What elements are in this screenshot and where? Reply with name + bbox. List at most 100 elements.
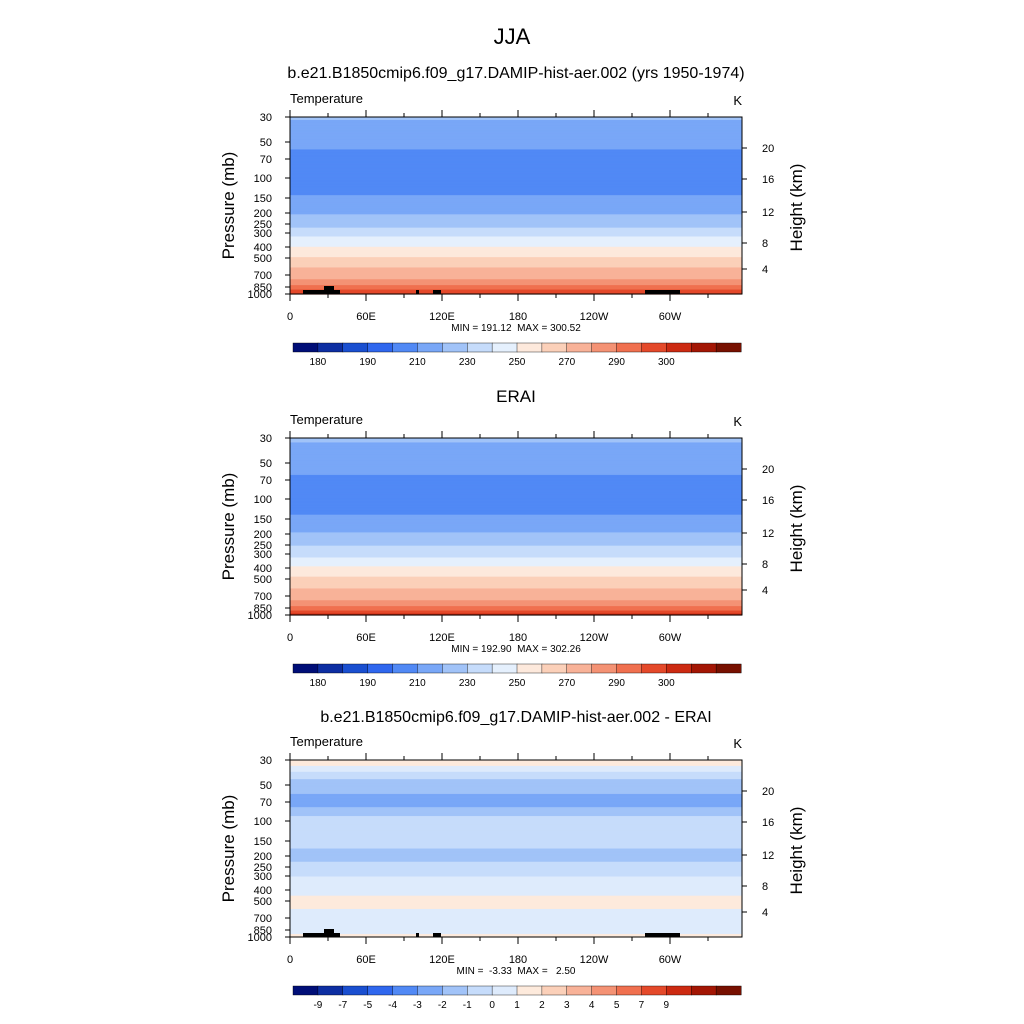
x-tick-label: 0	[287, 311, 293, 323]
contour-band	[290, 273, 742, 276]
contour-band	[290, 805, 742, 808]
contour-band	[290, 827, 742, 830]
contour-band	[290, 282, 742, 285]
contour-band	[290, 923, 742, 926]
contour-band	[290, 572, 742, 575]
contour-band	[290, 790, 742, 794]
colorbar-swatch	[516, 663, 543, 674]
contour-band	[290, 898, 742, 901]
contour-band	[290, 142, 742, 145]
contour-band	[290, 926, 742, 929]
y2-tick-label: 16	[762, 174, 774, 186]
y2-tick-label: 4	[762, 907, 768, 919]
contour-band	[290, 486, 742, 489]
plot-frame	[289, 759, 743, 938]
contour-band	[290, 277, 742, 280]
contour-band	[290, 181, 742, 184]
colorbar-label: 5	[614, 1000, 620, 1011]
contour-band	[290, 832, 742, 835]
contour-band	[290, 892, 742, 895]
contour-band	[290, 236, 742, 239]
contour-band	[290, 520, 742, 523]
contour-band	[290, 229, 742, 232]
contour-band	[290, 589, 742, 592]
contour-band	[290, 544, 742, 547]
contour-band	[290, 502, 742, 505]
colorbar-swatch	[641, 342, 667, 353]
contour-band	[290, 121, 742, 124]
y-tick-label: 300	[254, 549, 272, 561]
contour-band	[290, 882, 742, 885]
contour-band	[290, 903, 742, 906]
contour-band	[290, 582, 742, 585]
contour-band	[290, 227, 742, 230]
topography-block	[416, 933, 419, 937]
contour-band	[290, 454, 742, 457]
contour-band	[290, 767, 742, 770]
colorbar-label: -2	[438, 1000, 447, 1011]
topography	[303, 286, 680, 294]
contour-band	[290, 150, 742, 153]
contour-band	[290, 446, 742, 449]
contour-band	[290, 870, 742, 873]
contour-band	[290, 768, 742, 771]
contour-band	[290, 510, 742, 513]
x-tick-label: 0	[287, 632, 293, 644]
contour-band	[290, 251, 742, 254]
contour-band	[290, 170, 742, 173]
contour-band	[290, 249, 742, 252]
contour-band	[290, 479, 742, 482]
contour-band	[290, 516, 742, 519]
contour-band	[290, 495, 742, 498]
colorbar-label: -5	[363, 1000, 372, 1011]
contour-band	[290, 519, 742, 522]
contour-band	[290, 584, 742, 587]
contour-band	[290, 270, 742, 273]
x-tick-label: 120W	[580, 954, 609, 966]
contour-band	[290, 550, 742, 553]
contour-band	[290, 137, 742, 140]
units-label: K	[733, 736, 742, 751]
topography-block	[324, 929, 334, 937]
y-tick-label: 150	[254, 193, 272, 205]
contour-band	[290, 579, 742, 582]
contour-band	[290, 214, 742, 217]
contour-band	[290, 563, 742, 566]
contour-band	[290, 597, 742, 600]
contour-band	[290, 263, 742, 266]
contour-band	[290, 876, 742, 879]
contour-band	[290, 811, 742, 814]
colorbar-swatch	[715, 342, 742, 353]
contour-band	[290, 442, 742, 445]
y2-axis-label: Height (km)	[787, 807, 806, 895]
contour-band	[290, 854, 742, 857]
contour-band	[290, 919, 742, 922]
variable-label: Temperature	[290, 412, 363, 427]
contour-band	[290, 878, 742, 881]
contour-band	[290, 153, 742, 156]
colorbar-label: 7	[639, 1000, 645, 1011]
contour-band	[290, 445, 742, 448]
contour-band	[290, 176, 742, 179]
x-tick-label: 60E	[356, 954, 376, 966]
colorbar-swatch	[292, 342, 319, 353]
colorbar-swatch	[417, 342, 443, 353]
y-tick-label: 50	[260, 780, 272, 792]
contour-band	[290, 600, 742, 603]
contour-band	[290, 149, 742, 152]
colorbar-swatch	[317, 985, 344, 996]
contour-band	[290, 209, 742, 212]
y-tick-label: 30	[260, 112, 272, 124]
colorbar-label: 190	[359, 678, 376, 689]
y-tick-label: 150	[254, 836, 272, 848]
x-tick-label: 120E	[429, 632, 455, 644]
contour-band	[290, 592, 742, 595]
contour-band	[290, 470, 742, 473]
x-tick-label: 60W	[659, 954, 682, 966]
contour-band	[290, 192, 742, 195]
contour-band	[290, 467, 742, 470]
colorbar-swatch	[541, 985, 568, 996]
contour-band	[290, 471, 742, 474]
y-tick-label: 70	[260, 797, 272, 809]
contour-band	[290, 860, 742, 863]
